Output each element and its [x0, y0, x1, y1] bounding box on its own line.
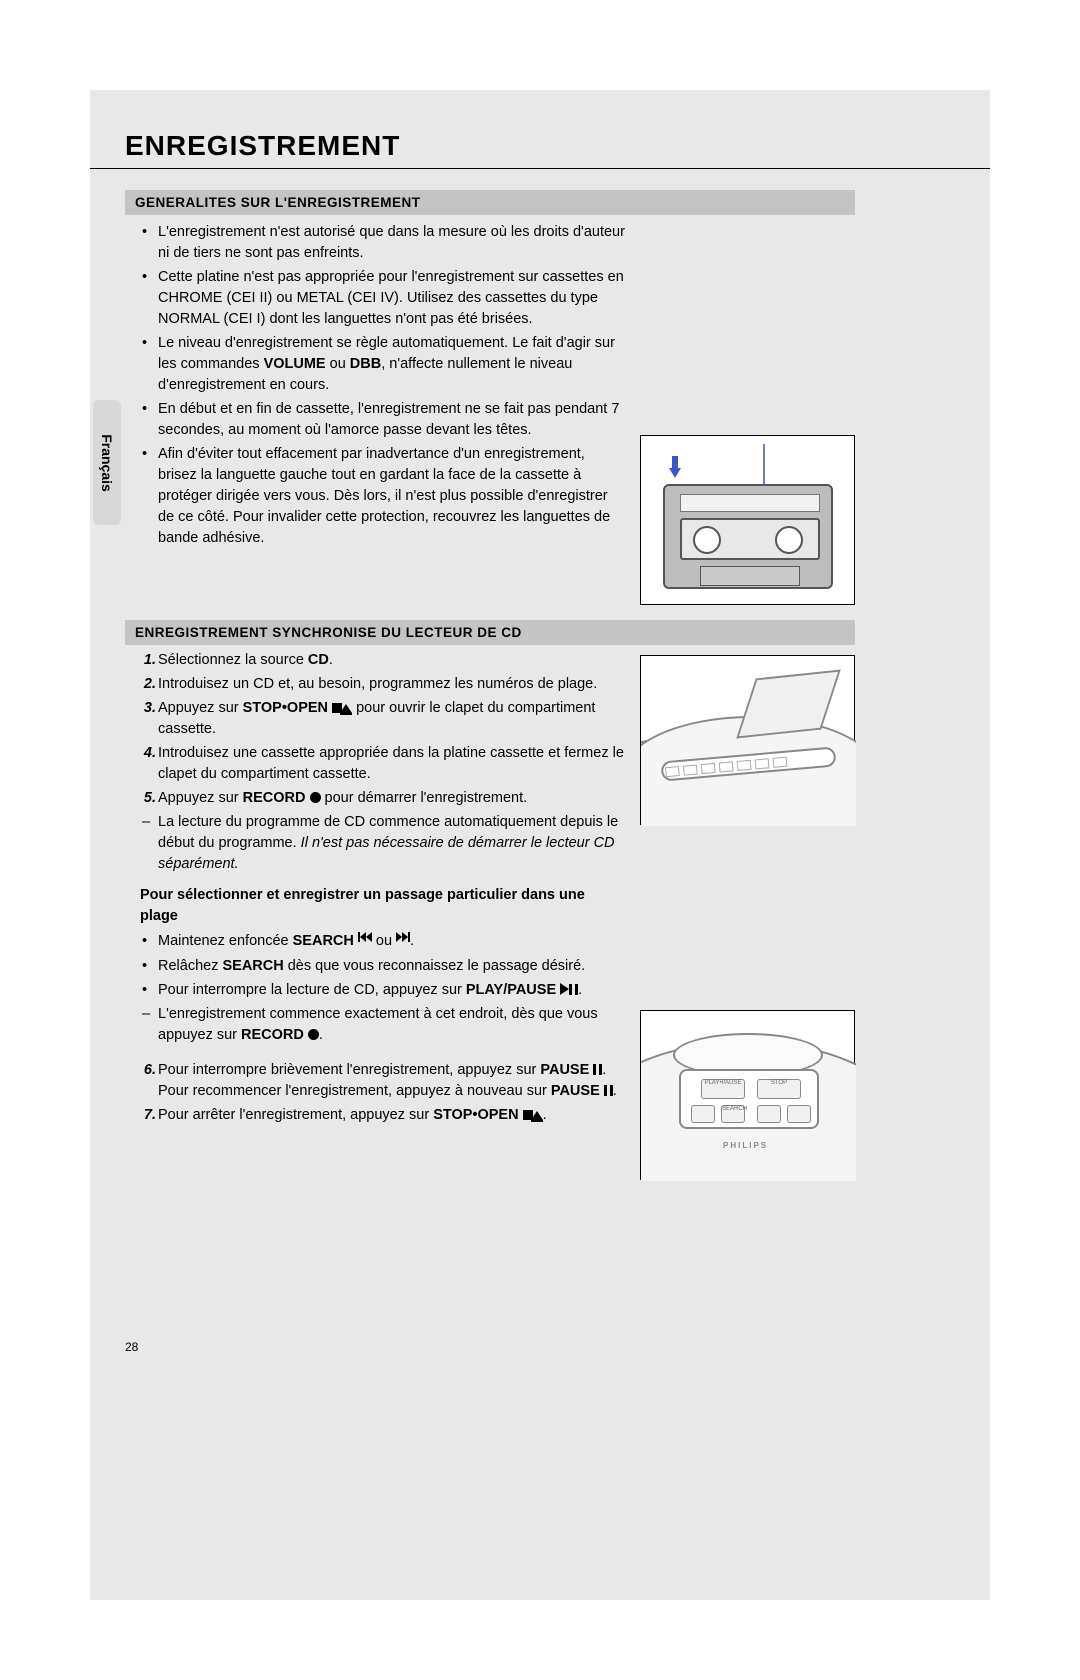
- search-fwd-button-icon: [757, 1105, 781, 1123]
- step-item: 5.Appuyez sur RECORD pour démarrer l'enr…: [140, 788, 625, 809]
- next-button-icon: [787, 1105, 811, 1123]
- subheading-passage: Pour sélectionner et enregistrer un pass…: [140, 885, 625, 927]
- figure-cd-front: PLAY•PAUSE STOP SEARCH PHILIPS: [640, 1010, 855, 1180]
- bullet-item: Le niveau d'enregistrement se règle auto…: [140, 333, 625, 396]
- bullet-item: Relâchez SEARCH dès que vous reconnaisse…: [140, 956, 625, 977]
- bullet-item: Cette platine n'est pas appropriée pour …: [140, 267, 625, 330]
- section-heading-generalites: GENERALITES SUR L'ENREGISTREMENT: [125, 190, 855, 215]
- prev-button-icon: [691, 1105, 715, 1123]
- note-auto-play: La lecture du programme de CD commence a…: [140, 812, 625, 875]
- brand-label: PHILIPS: [723, 1141, 768, 1150]
- play-pause-button-icon: PLAY•PAUSE: [701, 1079, 745, 1099]
- step-item: 4.Introduisez une cassette appropriée da…: [140, 743, 625, 785]
- stop-button-icon: STOP: [757, 1079, 801, 1099]
- language-tab-label: Français: [99, 434, 115, 492]
- language-tab: Français: [93, 400, 121, 525]
- search-back-button-icon: SEARCH: [721, 1105, 745, 1123]
- bullet-item: Pour interrompre la lecture de CD, appuy…: [140, 980, 625, 1001]
- arrow-down-icon: [669, 456, 681, 478]
- section2-body: 1.Sélectionnez la source CD. 2.Introduise…: [140, 650, 625, 1129]
- step-item: 7.Pour arrêter l'enregistrement, appuyez…: [140, 1105, 625, 1126]
- page-title: ENREGISTREMENT: [125, 130, 400, 162]
- page-number: 28: [125, 1340, 138, 1354]
- title-underline: [90, 168, 990, 169]
- section1-body: L'enregistrement n'est autorisé que dans…: [140, 222, 625, 552]
- bullet-item: L'enregistrement n'est autorisé que dans…: [140, 222, 625, 264]
- figure-cassette: [640, 435, 855, 605]
- bullet-item: Maintenez enfoncée SEARCH ou .: [140, 931, 625, 953]
- note-record-start: L'enregistrement commence exactement à c…: [140, 1004, 625, 1046]
- bullet-item: Afin d'éviter tout effacement par inadve…: [140, 444, 625, 549]
- cassette-icon: [663, 484, 833, 589]
- step-item: 3.Appuyez sur STOP•OPEN pour ouvrir le c…: [140, 698, 625, 740]
- step-item: 6.Pour interrompre brièvement l'enregist…: [140, 1060, 625, 1102]
- figure-boombox-top: [640, 655, 855, 825]
- section-heading-cd-sync: ENREGISTREMENT SYNCHRONISE DU LECTEUR DE…: [125, 620, 855, 645]
- bullet-item: En début et en fin de cassette, l'enregi…: [140, 399, 625, 441]
- step-item: 1.Sélectionnez la source CD.: [140, 650, 625, 671]
- step-item: 2.Introduisez un CD et, au besoin, progr…: [140, 674, 625, 695]
- screwdriver-icon: [763, 444, 765, 484]
